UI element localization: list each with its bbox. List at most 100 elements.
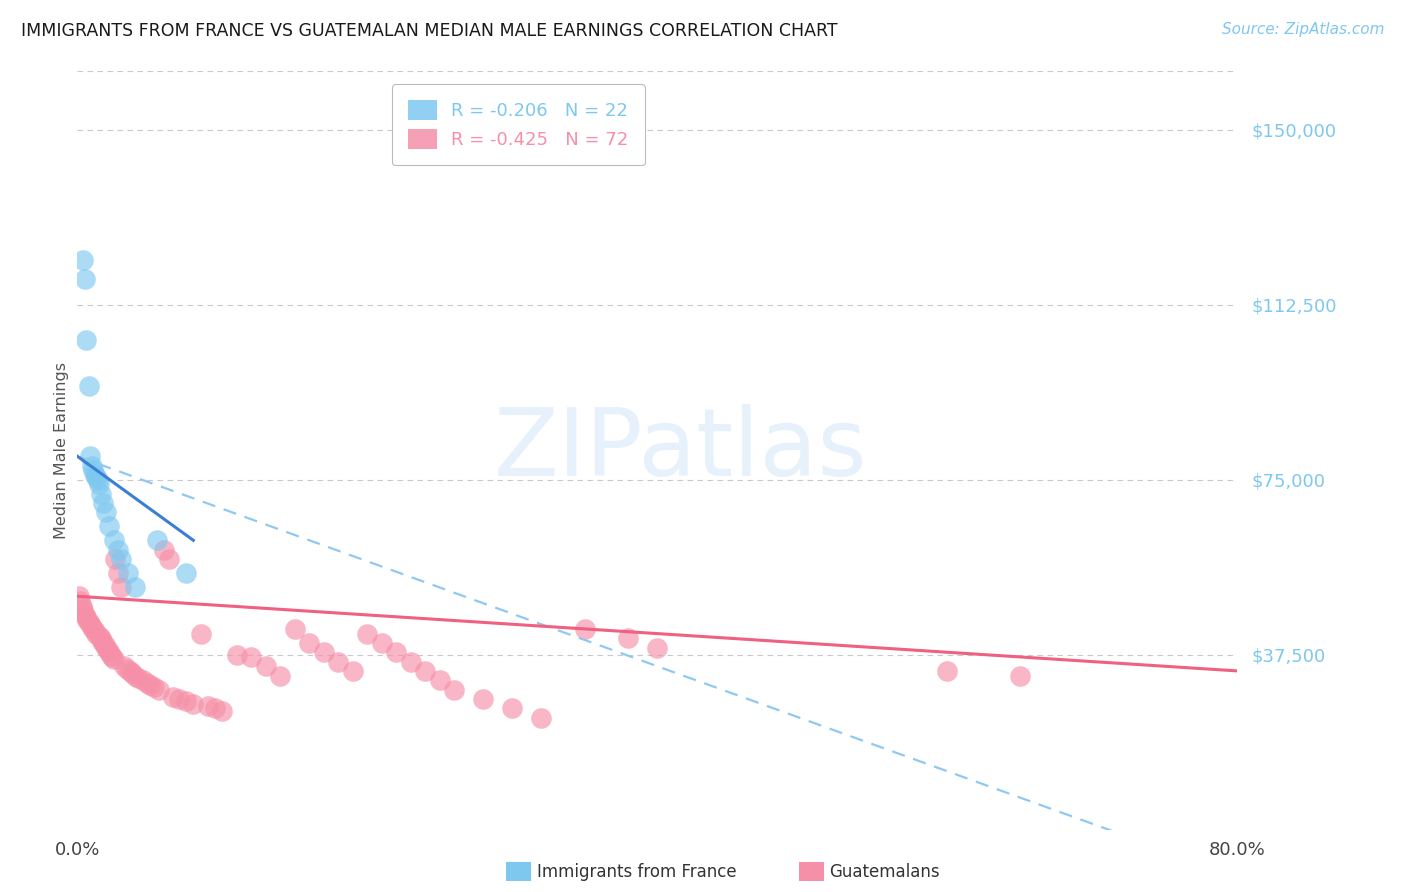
- Point: [97, 643, 120, 657]
- Point: [94, 638, 117, 652]
- Point: [183, 697, 205, 711]
- Point: [75, 333, 97, 347]
- Point: [574, 622, 596, 636]
- Point: [98, 519, 121, 533]
- Point: [472, 692, 495, 706]
- Point: [124, 580, 146, 594]
- Point: [127, 671, 149, 685]
- Point: [83, 624, 105, 639]
- Point: [107, 566, 129, 580]
- Point: [1008, 668, 1031, 682]
- Point: [936, 664, 959, 678]
- Point: [413, 664, 436, 678]
- Point: [204, 701, 226, 715]
- Point: [103, 533, 125, 548]
- Point: [153, 542, 176, 557]
- Point: [90, 486, 111, 500]
- Point: [87, 629, 110, 643]
- Point: [73, 272, 96, 286]
- Point: [399, 655, 422, 669]
- Point: [136, 675, 159, 690]
- Point: [501, 701, 523, 715]
- Point: [104, 552, 127, 566]
- Point: [87, 477, 110, 491]
- Point: [67, 589, 90, 603]
- Point: [647, 640, 669, 655]
- Point: [385, 645, 408, 659]
- Point: [110, 580, 132, 594]
- Point: [284, 622, 307, 636]
- Point: [225, 648, 247, 662]
- Point: [82, 622, 104, 636]
- Point: [75, 610, 97, 624]
- Point: [190, 626, 212, 640]
- Point: [93, 636, 115, 650]
- Point: [98, 645, 121, 659]
- Point: [80, 619, 103, 633]
- Point: [617, 632, 640, 646]
- Point: [115, 662, 138, 676]
- Point: [167, 692, 190, 706]
- Point: [73, 607, 96, 622]
- Y-axis label: Median Male Earnings: Median Male Earnings: [53, 362, 69, 539]
- Point: [112, 659, 135, 673]
- Point: [90, 632, 111, 646]
- Point: [131, 673, 153, 688]
- Point: [124, 668, 146, 682]
- Point: [77, 379, 100, 393]
- Point: [103, 652, 125, 666]
- Point: [79, 450, 101, 464]
- Point: [174, 694, 197, 708]
- Point: [96, 505, 118, 519]
- Point: [143, 680, 166, 694]
- Point: [101, 649, 124, 664]
- Point: [162, 690, 184, 704]
- Point: [269, 668, 291, 682]
- Point: [76, 613, 98, 627]
- Point: [86, 473, 108, 487]
- Point: [117, 566, 139, 580]
- Point: [371, 636, 394, 650]
- Point: [80, 458, 103, 473]
- Text: Source: ZipAtlas.com: Source: ZipAtlas.com: [1222, 22, 1385, 37]
- Point: [118, 664, 141, 678]
- Point: [298, 636, 321, 650]
- Point: [211, 704, 233, 718]
- Point: [342, 664, 364, 678]
- Point: [139, 678, 162, 692]
- Point: [84, 470, 107, 484]
- Point: [443, 682, 465, 697]
- Point: [100, 648, 122, 662]
- Point: [79, 617, 101, 632]
- Point: [110, 552, 132, 566]
- Point: [240, 649, 263, 664]
- Point: [107, 542, 129, 557]
- Point: [96, 640, 118, 655]
- Text: ZIPatlas: ZIPatlas: [494, 404, 868, 497]
- Point: [83, 467, 105, 482]
- Point: [530, 710, 553, 724]
- Point: [148, 682, 170, 697]
- Point: [93, 496, 115, 510]
- Point: [121, 666, 143, 681]
- Point: [174, 566, 197, 580]
- Text: Guatemalans: Guatemalans: [830, 863, 941, 881]
- Text: IMMIGRANTS FROM FRANCE VS GUATEMALAN MEDIAN MALE EARNINGS CORRELATION CHART: IMMIGRANTS FROM FRANCE VS GUATEMALAN MED…: [21, 22, 838, 40]
- Point: [72, 603, 94, 617]
- Point: [312, 645, 335, 659]
- Legend: R = -0.206   N = 22, R = -0.425   N = 72: R = -0.206 N = 22, R = -0.425 N = 72: [391, 84, 645, 166]
- Point: [84, 626, 107, 640]
- Text: Immigrants from France: Immigrants from France: [537, 863, 737, 881]
- Point: [146, 533, 169, 548]
- Point: [157, 552, 180, 566]
- Point: [356, 626, 378, 640]
- Point: [328, 655, 350, 669]
- Point: [69, 594, 91, 608]
- Point: [70, 599, 93, 613]
- Point: [254, 659, 277, 673]
- Point: [72, 253, 94, 268]
- Point: [77, 615, 100, 629]
- Point: [429, 673, 451, 688]
- Point: [197, 698, 219, 713]
- Point: [91, 633, 114, 648]
